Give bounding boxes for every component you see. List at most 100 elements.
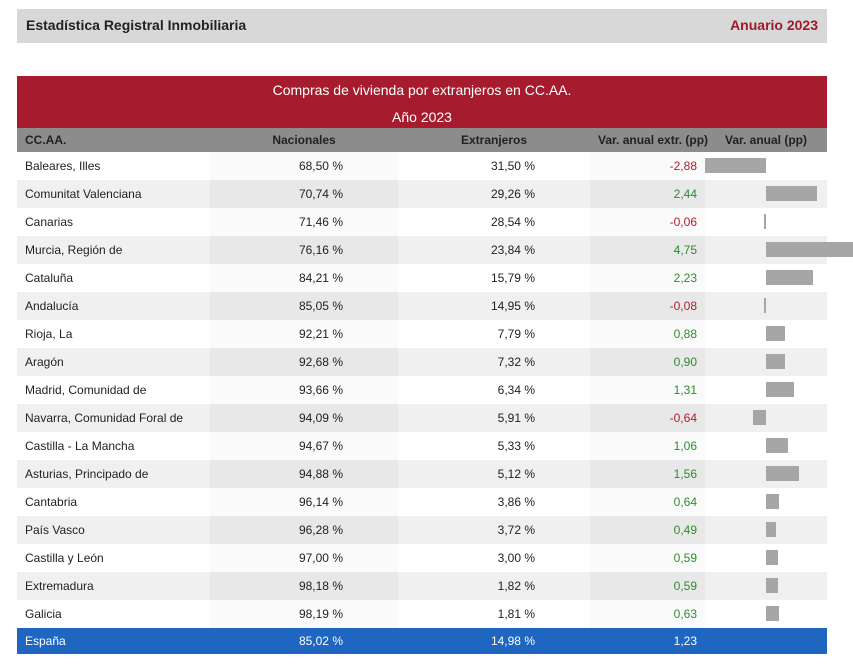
var-extr-value: 1,06: [590, 432, 705, 460]
var-bar: [752, 410, 766, 425]
var-extr-value: 4,75: [590, 236, 705, 264]
var-extr-value: 1,31: [590, 376, 705, 404]
var-extr-value: 0,63: [590, 600, 705, 628]
col-header-var-extr: Var. anual extr. (pp): [590, 128, 708, 152]
var-extr-value: -0,08: [590, 292, 705, 320]
report-year: Anuario 2023: [730, 17, 818, 33]
var-bar: [766, 550, 779, 565]
var-extr-value: 0,59: [590, 544, 705, 572]
nacionales-value: 70,74 %: [210, 180, 398, 208]
extranjeros-value: 6,34 %: [497, 383, 535, 397]
var-bar-cell: [705, 488, 827, 516]
region-name: Navarra, Comunidad Foral de: [17, 404, 210, 432]
var-extr-value: 2,23: [590, 264, 705, 292]
table-row: Andalucía 85,05 % 14,95 % -0,08: [17, 292, 827, 320]
var-bar: [766, 466, 799, 481]
extranjeros-value: 3,86 %: [497, 495, 535, 509]
var-bar-cell: [705, 152, 827, 180]
table-row: Castilla y León 97,00 % 3,00 % 0,59: [17, 544, 827, 572]
header-row: CC.AA. Nacionales Extranjeros Var. anual…: [17, 128, 827, 152]
var-bar-cell: [705, 320, 827, 348]
nacionales-value: 98,19 %: [210, 600, 398, 628]
var-bar-cell: [705, 432, 827, 460]
nacionales-value: 96,14 %: [210, 488, 398, 516]
table-row: Aragón 92,68 % 7,32 % 0,90: [17, 348, 827, 376]
extranjeros-value: 5,33 %: [497, 439, 535, 453]
var-bar-cell: [705, 572, 827, 600]
extranjeros-value: 7,32 %: [398, 348, 590, 376]
table-row: Extremadura 98,18 % 1,82 % 0,59: [17, 572, 827, 600]
region-name: Comunitat Valenciana: [17, 180, 210, 208]
table-row: Cantabria 96,14 % 3,86 % 0,64: [17, 488, 827, 516]
table-row: Comunitat Valenciana 70,74 % 29,26 % 2,44: [17, 180, 827, 208]
nacionales-value: 68,50 %: [210, 152, 398, 180]
report-title: Estadística Registral Inmobiliaria: [26, 17, 247, 33]
nacionales-value: 96,28 %: [210, 516, 398, 544]
var-extr-value: 1,56: [590, 460, 705, 488]
data-table: CC.AA. Nacionales Extranjeros Var. anual…: [17, 128, 853, 654]
col-header-extranjeros: Extranjeros: [398, 128, 590, 152]
nacionales-value: 92,68 %: [210, 348, 398, 376]
nacionales-value: 93,66 %: [210, 376, 398, 404]
var-bar: [766, 438, 789, 453]
col-header-nacionales: Nacionales: [210, 128, 398, 152]
table-row: Asturias, Principado de 94,88 % 5,12 % 1,56: [17, 460, 827, 488]
table-banner: Compras de vivienda por extranjeros en C…: [17, 76, 827, 128]
var-bar-cell: [705, 460, 827, 488]
extranjeros-value: 15,79 %: [490, 271, 535, 285]
region-name: Aragón: [17, 348, 210, 376]
table-year: Año 2023: [392, 109, 452, 125]
var-bar-cell: [705, 376, 827, 404]
extranjeros-value: 5,12 %: [398, 460, 590, 488]
total-nacionales: 85,02 %: [210, 628, 398, 654]
var-bar-cell: [705, 180, 827, 208]
region-name: Galicia: [25, 607, 62, 621]
total-var: 1,23: [590, 628, 705, 654]
var-bar: [705, 158, 766, 173]
nacionales-value: 76,16 %: [210, 236, 398, 264]
table-row: Castilla - La Mancha 94,67 % 5,33 % 1,06: [17, 432, 827, 460]
var-extr-value: 0,59: [590, 572, 705, 600]
table-row: Rioja, La 92,21 % 7,79 % 0,88: [17, 320, 827, 348]
table-row: Murcia, Región de 76,16 % 23,84 % 4,75: [17, 236, 853, 264]
region-name: Madrid, Comunidad de: [25, 383, 147, 397]
var-bar: [766, 186, 818, 201]
table-row: Madrid, Comunidad de 93,66 % 6,34 % 1,31: [17, 376, 827, 404]
region-name: Cataluña: [25, 271, 74, 285]
extranjeros-value: 1,82 %: [398, 572, 590, 600]
nacionales-value: 92,21 %: [210, 320, 398, 348]
var-extr-value: 0,90: [590, 348, 705, 376]
var-bar-cell: [705, 236, 853, 264]
var-bar: [766, 354, 785, 369]
var-bar-cell: [705, 208, 827, 236]
region-name: Andalucía: [17, 292, 210, 320]
region-name: Cantabria: [25, 495, 78, 509]
region-name: País Vasco: [17, 516, 210, 544]
table-row: Cataluña 84,21 % 15,79 % 2,23: [17, 264, 827, 292]
var-bar: [764, 214, 766, 229]
var-bar-cell: [705, 404, 827, 432]
extranjeros-value: 31,50 %: [490, 159, 535, 173]
extranjeros-value: 1,81 %: [497, 607, 535, 621]
nacionales-value: 94,67 %: [210, 432, 398, 460]
nacionales-value: 94,09 %: [210, 404, 398, 432]
extranjeros-value: 29,26 %: [398, 180, 590, 208]
var-bar: [766, 242, 853, 257]
total-extranjeros: 14,98 %: [398, 628, 590, 654]
table-row: País Vasco 96,28 % 3,72 % 0,49: [17, 516, 827, 544]
var-bar: [766, 382, 794, 397]
var-bar: [766, 578, 779, 593]
region-name: Asturias, Principado de: [17, 460, 210, 488]
extranjeros-value: 28,54 %: [490, 215, 535, 229]
var-bar-cell: [705, 264, 827, 292]
var-bar: [766, 606, 780, 621]
region-name: Castilla y León: [25, 551, 104, 565]
col-header-var-anual: Var. anual (pp): [705, 128, 827, 152]
nacionales-value: 97,00 %: [210, 544, 398, 572]
var-extr-value: -2,88: [590, 152, 705, 180]
region-name: Extremadura: [17, 572, 210, 600]
table-row: Canarias 71,46 % 28,54 % -0,06: [17, 208, 827, 236]
table-row: Galicia 98,19 % 1,81 % 0,63: [17, 600, 827, 628]
var-bar-cell: [705, 516, 827, 544]
nacionales-value: 71,46 %: [210, 208, 398, 236]
